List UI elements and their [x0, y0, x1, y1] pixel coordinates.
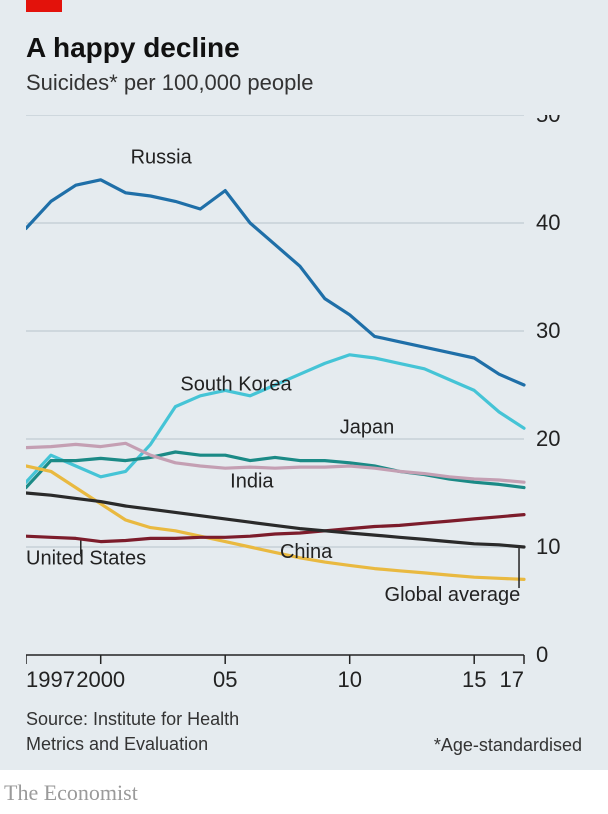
y-tick-label: 10	[536, 534, 560, 559]
y-tick-label: 0	[536, 642, 548, 667]
x-tick-label: 15	[462, 667, 486, 691]
series-label: India	[230, 471, 274, 493]
y-tick-label: 50	[536, 115, 560, 127]
plot-area: 0 10 20 30 40 50 19972000 05 10 15 17 Russia South K…	[26, 115, 582, 691]
series-russia	[26, 180, 524, 385]
chart-title: A happy decline	[26, 32, 582, 64]
series-label: Global average	[385, 584, 521, 606]
series-label: Japan	[340, 417, 395, 439]
source-line-1: Source: Institute for Health	[26, 707, 239, 731]
y-tick-label: 40	[536, 210, 560, 235]
x-tick-label: 05	[213, 667, 237, 691]
chart-subtitle: Suicides* per 100,000 people	[26, 70, 582, 96]
series-label: South Korea	[180, 373, 292, 395]
series-label: Russia	[131, 147, 193, 169]
y-tick-label: 20	[536, 426, 560, 451]
age-standardised-note: *Age-standardised	[434, 735, 582, 756]
x-tick-label: 10	[337, 667, 361, 691]
x-tick-label: 2000	[76, 667, 125, 691]
brand-red-tab	[26, 0, 62, 12]
y-tick-label: 30	[536, 318, 560, 343]
chart-card: A happy decline Suicides* per 100,000 pe…	[0, 0, 608, 770]
series-united-states	[26, 515, 524, 542]
x-tick-label: 1997	[26, 667, 75, 691]
series-label: China	[280, 541, 333, 563]
line-chart-svg: 0 10 20 30 40 50 19972000 05 10 15 17 Russia South K…	[26, 115, 582, 691]
credit-line: The Economist	[4, 780, 138, 806]
series-label: United States	[26, 547, 146, 569]
x-tick-label: 17	[500, 667, 524, 691]
source-line-2: Metrics and Evaluation	[26, 732, 239, 756]
source-footnote: Source: Institute for Health Metrics and…	[26, 707, 239, 756]
